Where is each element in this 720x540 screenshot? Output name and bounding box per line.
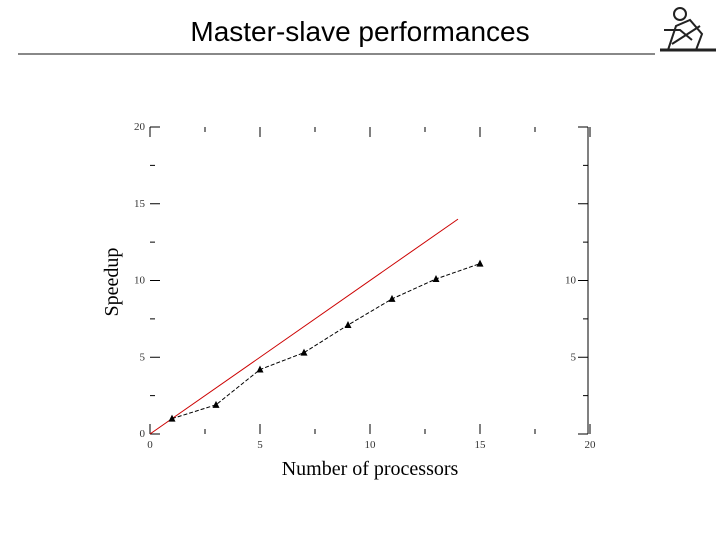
x-tick-label: 0 xyxy=(147,439,153,451)
slide-title: Master-slave performances xyxy=(190,16,530,47)
x-tick-label: 5 xyxy=(257,439,263,451)
data-point xyxy=(168,414,176,422)
y-tick-label: 15 xyxy=(134,198,146,210)
y-tick-label: 10 xyxy=(134,275,146,287)
y-axis-label: Speedup xyxy=(101,248,123,317)
x-tick-label: 10 xyxy=(365,439,377,451)
data-point xyxy=(344,321,352,329)
data-point xyxy=(256,365,264,373)
data-point xyxy=(212,400,220,408)
y-tick-label-right: 10 xyxy=(565,275,577,287)
data-point xyxy=(476,259,484,267)
y-tick-label: 5 xyxy=(140,351,146,363)
y-tick-label: 20 xyxy=(134,121,146,133)
y-tick-label-right: 5 xyxy=(571,351,577,363)
data-point xyxy=(300,348,308,356)
x-tick-label: 15 xyxy=(475,439,487,451)
y-tick-label: 0 xyxy=(140,428,146,440)
logo xyxy=(660,7,716,52)
x-axis-label: Number of processors xyxy=(282,458,459,480)
series-line xyxy=(149,218,459,435)
series-line xyxy=(171,263,481,420)
data-point xyxy=(432,274,440,282)
data-point xyxy=(388,294,396,302)
x-tick-label: 20 xyxy=(585,439,597,451)
